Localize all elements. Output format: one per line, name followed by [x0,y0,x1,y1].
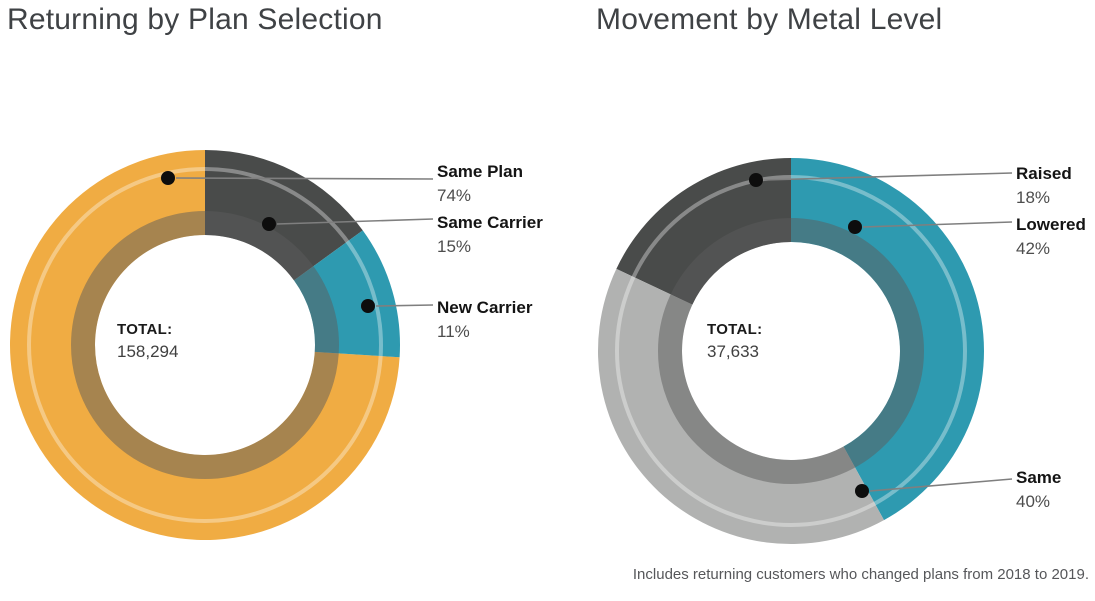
total-value: 158,294 [117,342,179,361]
callout-label: Lowered [1016,215,1086,234]
total-block-metal-level: TOTAL: 37,633 [707,320,762,362]
chart-title-plan-selection: Returning by Plan Selection [7,3,383,36]
callout-label: Same Plan [437,162,523,181]
callout-percent: 18% [1016,188,1051,207]
callout-raised: Raised 18% [1016,162,1072,210]
donut-highlight-ring [27,167,383,523]
leader-line [869,478,1013,492]
callout-percent: 42% [1016,239,1051,258]
callout-same: Same 40% [1016,466,1061,514]
callout-same-carrier: Same Carrier 15% [437,211,543,259]
callout-same-plan: Same Plan 74% [437,160,523,208]
donut-segment-same-carrier [205,150,363,281]
leader-dot [848,220,862,234]
callout-percent: 15% [437,237,472,256]
chart-title-metal-level: Movement by Metal Level [596,3,943,36]
donut-highlight-ring [615,175,967,527]
leader-line [763,172,1013,181]
leader-line [175,177,434,180]
donut-segment-raised [616,158,791,305]
donut-segment-same [598,268,884,544]
leader-dot [161,171,175,185]
leader-dot [361,299,375,313]
total-block-plan-selection: TOTAL: 158,294 [117,320,178,362]
total-value: 37,633 [707,342,759,361]
callout-label: Same [1016,468,1062,487]
leader-line [862,221,1013,228]
donut-inner-shadow-ring [658,218,924,484]
callout-label: Raised [1016,164,1072,183]
leader-dot [262,217,276,231]
total-label: TOTAL: [707,321,763,338]
donut-inner-shadow-ring [71,211,339,479]
leader-dot [749,173,763,187]
callout-new-carrier: New Carrier 11% [437,296,532,344]
callout-lowered: Lowered 42% [1016,213,1086,261]
leader-line [276,218,434,225]
callout-label: Same Carrier [437,213,543,232]
callout-label: New Carrier [437,298,533,317]
donut-segment-same-plan [9,150,400,540]
callout-percent: 74% [437,186,472,205]
callout-percent: 11% [437,322,470,341]
footnote: Includes returning customers who changed… [632,566,1089,583]
total-label: TOTAL: [117,321,173,338]
leader-dot [855,484,869,498]
callout-percent: 40% [1016,492,1051,511]
leader-line [375,304,434,307]
